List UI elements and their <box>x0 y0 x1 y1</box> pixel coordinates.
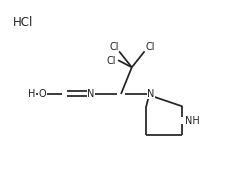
Text: Cl: Cl <box>107 56 116 66</box>
Text: H: H <box>28 89 36 99</box>
Text: Cl: Cl <box>145 42 155 52</box>
Text: HCl: HCl <box>13 16 33 28</box>
Text: Cl: Cl <box>109 42 119 52</box>
Text: N: N <box>147 89 155 99</box>
Text: NH: NH <box>185 116 199 126</box>
Text: O: O <box>39 89 47 99</box>
Text: N: N <box>87 89 95 99</box>
